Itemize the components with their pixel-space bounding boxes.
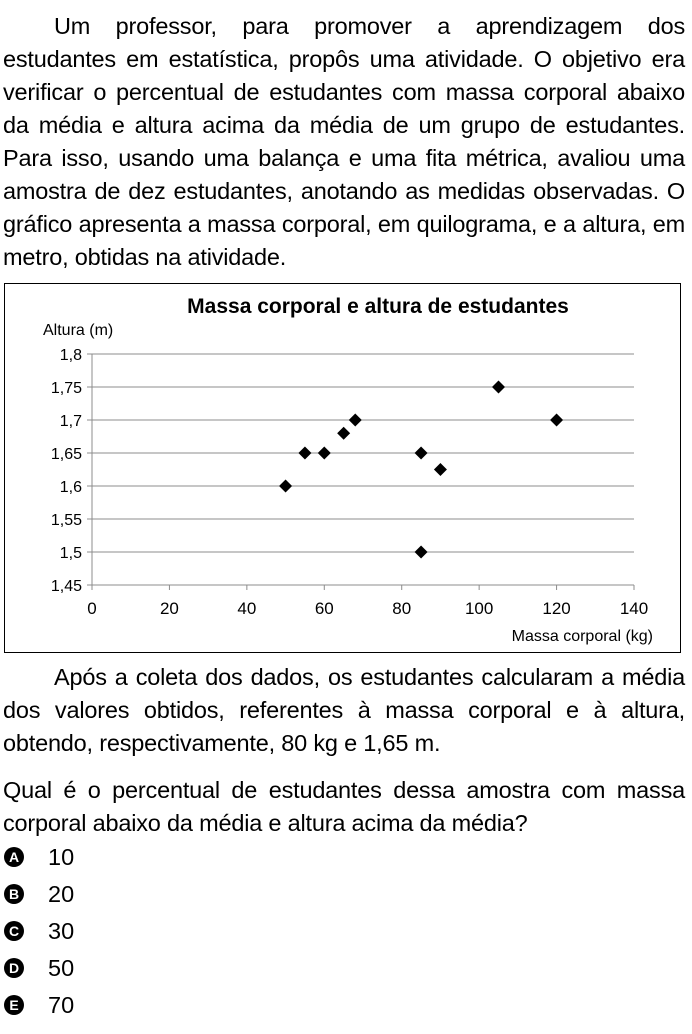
option-c-value: 30: [48, 918, 75, 944]
chart-svg: Massa corporal e altura de estudantes Al…: [43, 295, 653, 645]
data-point-1: [279, 479, 293, 493]
tick-labels: 1,45 1,5 1,55 1,6 1,65 1,7 1,75 1,8 0 20 40 60 80 100…: [51, 347, 648, 618]
tick-label-x-3: 60: [315, 599, 334, 618]
tick-label-y-4: 1,65: [51, 446, 82, 463]
tick-label-x-2: 40: [237, 599, 256, 618]
tick-label-y-7: 1,8: [60, 347, 82, 364]
tick-label-x-7: 140: [620, 599, 648, 618]
tick-label-y-6: 1,75: [51, 380, 82, 397]
question-prompt: Qual é o percentual de estudantes dessa …: [3, 777, 685, 836]
scatter-chart: Massa corporal e altura de estudantes Al…: [4, 283, 681, 653]
option-b[interactable]: B 20: [4, 879, 204, 909]
option-a[interactable]: A 10: [4, 842, 204, 872]
question-intro: Um professor, para promover a aprendizag…: [3, 13, 685, 270]
grid-lines: [92, 353, 634, 553]
tick-label-x-4: 80: [392, 599, 411, 618]
option-c-letter-icon: C: [4, 921, 24, 941]
tick-label-x-6: 120: [542, 599, 570, 618]
option-a-letter-icon: A: [4, 847, 24, 867]
option-a-value: 10: [48, 844, 75, 870]
data-point-3: [317, 446, 331, 460]
option-e[interactable]: E 70: [4, 990, 204, 1020]
option-b-value: 20: [48, 881, 75, 907]
y-axis-label: Altura (m): [43, 322, 113, 339]
data-point-10: [550, 413, 564, 427]
data-point-7: [414, 545, 428, 559]
option-d-letter-icon: D: [4, 958, 24, 978]
chart-title: Massa corporal e altura de estudantes: [187, 295, 569, 318]
data-point-5: [348, 413, 362, 427]
option-c[interactable]: C 30: [4, 916, 204, 946]
tick-label-x-5: 100: [465, 599, 493, 618]
question-after-chart: Após a coleta dos dados, os estudantes c…: [3, 664, 685, 756]
data-point-9: [492, 380, 505, 394]
tick-label-x-0: 0: [87, 599, 96, 618]
data-point-8: [433, 463, 447, 476]
tick-label-y-3: 1,6: [60, 479, 82, 496]
x-axis-label: Massa corporal (kg): [512, 628, 653, 645]
data-point-6: [414, 446, 428, 460]
tick-label-x-1: 20: [160, 599, 179, 618]
axes: [87, 353, 635, 590]
data-points: [279, 380, 564, 559]
option-d-value: 50: [48, 955, 75, 981]
option-e-letter-icon: E: [4, 995, 24, 1015]
data-point-2: [298, 446, 312, 460]
tick-label-y-1: 1,5: [60, 545, 82, 562]
tick-label-y-2: 1,55: [51, 512, 82, 529]
option-b-letter-icon: B: [4, 884, 24, 904]
option-e-value: 70: [48, 992, 75, 1018]
option-d[interactable]: D 50: [4, 953, 204, 983]
data-point-4: [337, 426, 351, 440]
tick-label-y-0: 1,45: [51, 578, 82, 595]
tick-label-y-5: 1,7: [60, 413, 82, 430]
